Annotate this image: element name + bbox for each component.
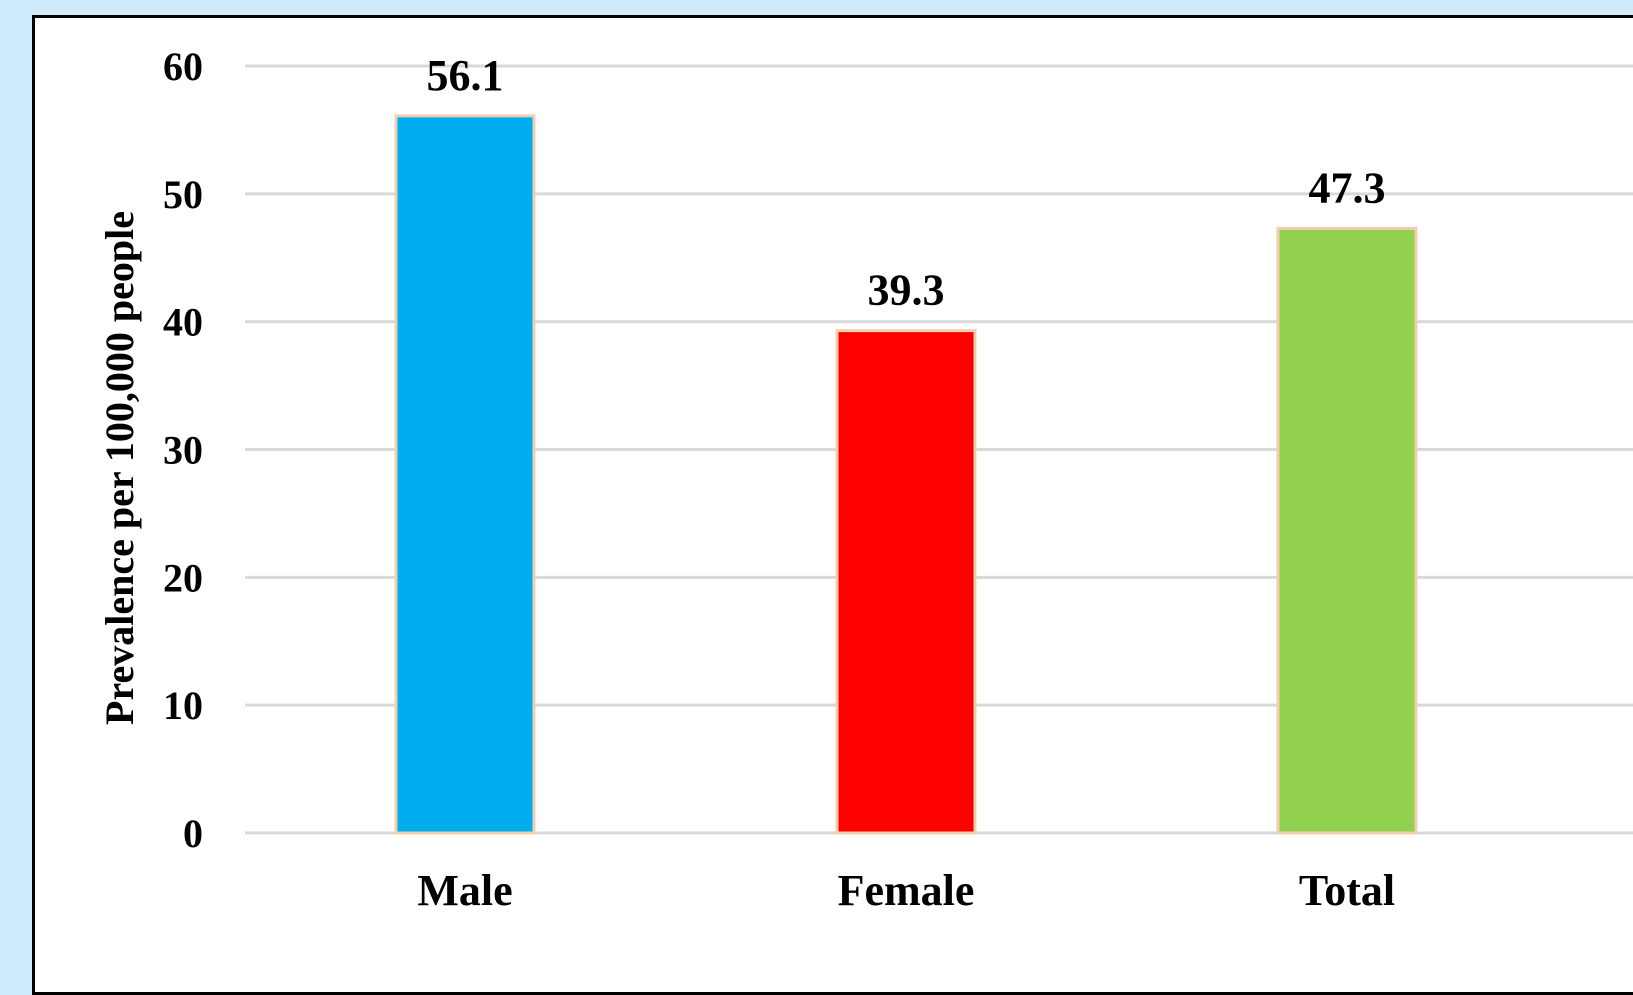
- data-label-female: 39.3: [868, 266, 945, 315]
- y-tick-label: 20: [163, 555, 203, 600]
- y-tick-label: 60: [163, 44, 203, 89]
- x-category-label-total: Total: [1299, 866, 1395, 915]
- bar-total: [1276, 226, 1418, 835]
- bar-female: [835, 329, 977, 835]
- bars: [394, 114, 1418, 835]
- x-axis-categories: Male Female Total: [417, 866, 1395, 915]
- y-axis-ticks: 0 10 20 30 40 50 60: [163, 44, 203, 856]
- y-tick-label: 0: [183, 811, 203, 856]
- bar-male: [394, 114, 536, 835]
- data-labels: 56.1 39.3 47.3: [427, 51, 1386, 315]
- data-label-total: 47.3: [1309, 163, 1386, 212]
- x-category-label-female: Female: [838, 866, 975, 915]
- y-tick-label: 40: [163, 300, 203, 345]
- data-label-male: 56.1: [427, 51, 504, 100]
- x-category-label-male: Male: [417, 866, 512, 915]
- y-tick-label: 10: [163, 683, 203, 728]
- y-axis-title: Prevalence per 100,000 people: [97, 211, 142, 725]
- y-tick-label: 30: [163, 428, 203, 473]
- y-tick-label: 50: [163, 172, 203, 217]
